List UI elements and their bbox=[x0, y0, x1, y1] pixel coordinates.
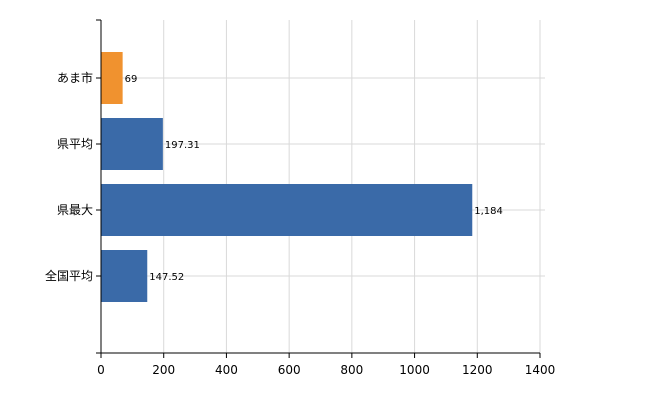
bar-2 bbox=[101, 184, 473, 236]
x-tick-label-800: 800 bbox=[340, 363, 363, 377]
x-tick-label-1200: 1200 bbox=[462, 363, 493, 377]
x-tick-label-600: 600 bbox=[278, 363, 301, 377]
data-label-3: 147.52 bbox=[149, 272, 184, 283]
y-tick-label-0: あま市 bbox=[57, 70, 93, 85]
bar-0 bbox=[101, 52, 123, 104]
bars bbox=[101, 52, 473, 302]
x-tick-label-400: 400 bbox=[215, 363, 238, 377]
x-tick-label-0: 0 bbox=[97, 363, 105, 377]
y-tick-label-3: 全国平均 bbox=[45, 268, 93, 283]
x-tick-label-200: 200 bbox=[152, 363, 175, 377]
x-tick-label-1400: 1400 bbox=[525, 363, 556, 377]
axes bbox=[96, 19, 541, 358]
data-label-0: 69 bbox=[125, 74, 138, 85]
x-tick-label-1000: 1000 bbox=[399, 363, 430, 377]
data-label-1: 197.31 bbox=[165, 140, 200, 151]
y-tick-label-2: 県最大 bbox=[57, 203, 93, 217]
data-label-2: 1,184 bbox=[474, 206, 503, 217]
bar-1 bbox=[101, 118, 163, 170]
y-tick-label-1: 県平均 bbox=[57, 137, 93, 151]
bar-3 bbox=[101, 250, 148, 302]
